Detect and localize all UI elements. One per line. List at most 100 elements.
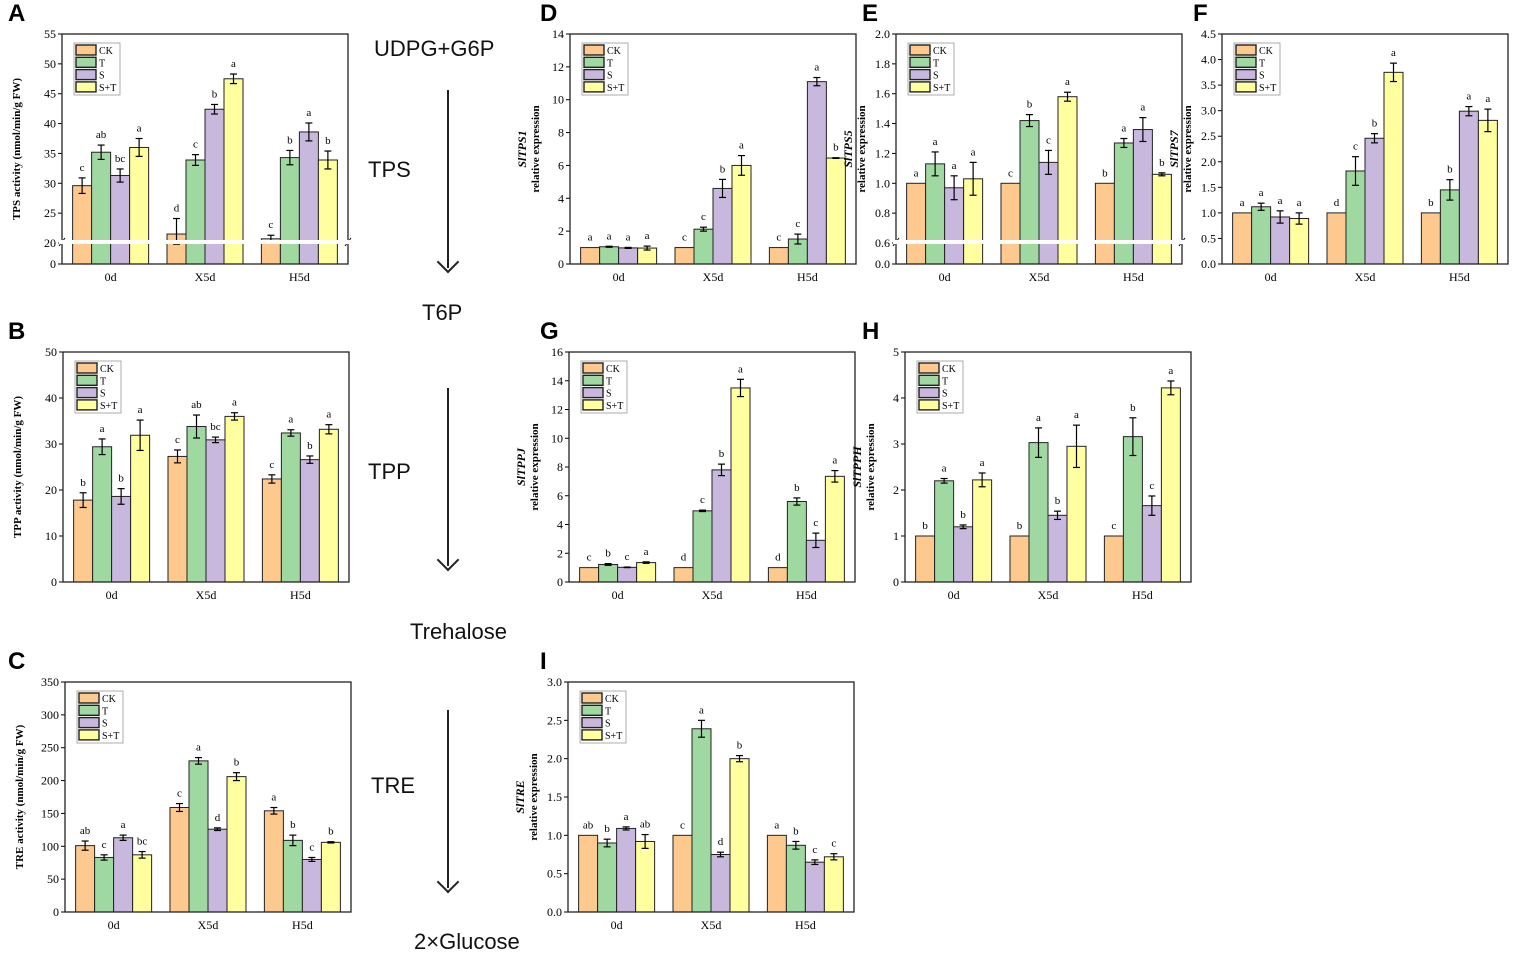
- legend-swatch: [918, 399, 940, 411]
- y-tick-label: 0.6: [875, 236, 890, 250]
- legend-label: S: [607, 71, 613, 82]
- legend-label: CK: [942, 364, 957, 375]
- legend-swatch: [1235, 81, 1257, 93]
- bar-t-x5d: [693, 228, 714, 265]
- y-tick-label: 10: [551, 431, 563, 445]
- x-tick-label: X5d: [195, 270, 216, 284]
- bar-t-h5d: [279, 157, 300, 265]
- plot-frame: [64, 681, 352, 913]
- legend-label: T: [99, 58, 105, 69]
- x-tick-label: 0d: [105, 270, 117, 284]
- x-tick-label: X5d: [198, 918, 219, 932]
- legend-swatch: [581, 716, 603, 729]
- significance-letter: a: [933, 136, 938, 148]
- significance-letter: a: [1140, 102, 1145, 114]
- y-tick-label: 4: [558, 191, 564, 205]
- y-tick-label: 0.0: [1201, 257, 1216, 271]
- x-tick-label: X5d: [196, 588, 217, 602]
- significance-letter: a: [271, 792, 276, 804]
- bar-ck-x5d: [167, 455, 188, 583]
- y-tick-label: 250: [41, 741, 59, 755]
- x-tick-label: 0d: [948, 588, 960, 602]
- y-tick-label: 150: [41, 806, 59, 820]
- bar-s-0d: [111, 495, 132, 583]
- x-tick-label: X5d: [1038, 588, 1059, 602]
- significance-letter: c: [102, 839, 107, 851]
- significance-letter: c: [269, 459, 274, 471]
- y-tick-label: 3: [893, 437, 899, 451]
- panel-letter-g: G: [540, 318, 559, 345]
- legend-label: T: [942, 376, 948, 387]
- x-tick-label: H5d: [290, 588, 311, 602]
- significance-letter: d: [174, 203, 180, 215]
- significance-letter: bc: [210, 421, 221, 433]
- y-tick-label: 1.0: [547, 828, 562, 842]
- significance-letter: ab: [583, 819, 594, 831]
- y-axis-label: relative expression: [529, 423, 541, 510]
- y-tick-label: 0.0: [547, 905, 562, 919]
- significance-letter: ab: [191, 399, 202, 411]
- bar-ck-0d: [1232, 212, 1253, 265]
- legend-label: T: [1259, 58, 1265, 69]
- bar-t-x5d: [692, 510, 713, 583]
- down-arrow-icon: [447, 710, 449, 888]
- y-tick-label: 50: [47, 872, 59, 886]
- legend-label: CK: [100, 364, 115, 375]
- significance-letter: b: [118, 473, 124, 485]
- significance-letter: a: [626, 231, 631, 243]
- significance-letter: a: [1121, 123, 1126, 135]
- significance-letter: a: [1485, 93, 1490, 105]
- legend-label: S: [99, 71, 105, 82]
- significance-letter: d: [718, 836, 724, 848]
- legend-label: CK: [607, 46, 622, 57]
- panel-letter-e: E: [862, 0, 879, 27]
- bar-s-0d: [1270, 216, 1291, 265]
- x-tick-label: 0d: [106, 588, 118, 602]
- legend-swatch: [581, 729, 603, 741]
- significance-letter: b: [1428, 197, 1434, 209]
- y-tick-label: 200: [41, 774, 59, 788]
- significance-letter: c: [831, 838, 836, 850]
- down-arrow-icon: [447, 90, 449, 268]
- significance-letter: a: [971, 146, 976, 158]
- significance-letter: b: [922, 520, 928, 532]
- x-tick-label: X5d: [703, 270, 724, 284]
- significance-letter: a: [739, 140, 744, 152]
- significance-letter: d: [215, 812, 221, 824]
- y-tick-label: 10: [552, 93, 564, 107]
- significance-letter: c: [193, 139, 198, 151]
- y-axis-label: relative expression: [856, 105, 868, 192]
- significance-letter: b: [290, 819, 296, 831]
- significance-letter: b: [1372, 118, 1378, 130]
- plot-frame: [568, 351, 856, 583]
- significance-letter: a: [645, 230, 650, 242]
- y-tick-label: 2: [558, 224, 564, 238]
- legend-label: S+T: [99, 83, 116, 94]
- significance-letter: a: [1074, 409, 1079, 421]
- significance-letter: a: [1240, 197, 1245, 209]
- legend-swatch: [76, 386, 98, 399]
- y-tick-label: 14: [551, 374, 563, 388]
- y-tick-label: 3.0: [1201, 104, 1216, 118]
- significance-letter: a: [100, 423, 105, 435]
- legend-label: S: [933, 71, 939, 82]
- x-tick-label: H5d: [1449, 270, 1470, 284]
- legend-label: S+T: [605, 731, 622, 742]
- chart-e-sltps5: 0.0 0.6 0.8 1.0 1.2 1.4 1.6 1.8 2.0 a c b a b a a c a a a b 0…: [841, 27, 1186, 284]
- x-tick-label: H5d: [1123, 270, 1144, 284]
- y-tick-label: 5: [893, 345, 899, 359]
- y-tick-label: 0: [50, 257, 56, 271]
- x-tick-label: H5d: [797, 270, 818, 284]
- bar-ck-0d: [72, 185, 93, 265]
- legend-swatch: [75, 56, 97, 68]
- bar-splust-x5d: [729, 758, 750, 913]
- y-tick-label: 50: [44, 57, 56, 71]
- legend-label: T: [933, 58, 939, 69]
- bar-splust-h5d: [1477, 119, 1498, 265]
- significance-letter: a: [1168, 365, 1173, 377]
- legend-swatch: [1235, 44, 1257, 56]
- y-tick-label: 2.5: [547, 713, 562, 727]
- significance-letter: a: [738, 363, 743, 375]
- bar-s-h5d: [804, 861, 825, 913]
